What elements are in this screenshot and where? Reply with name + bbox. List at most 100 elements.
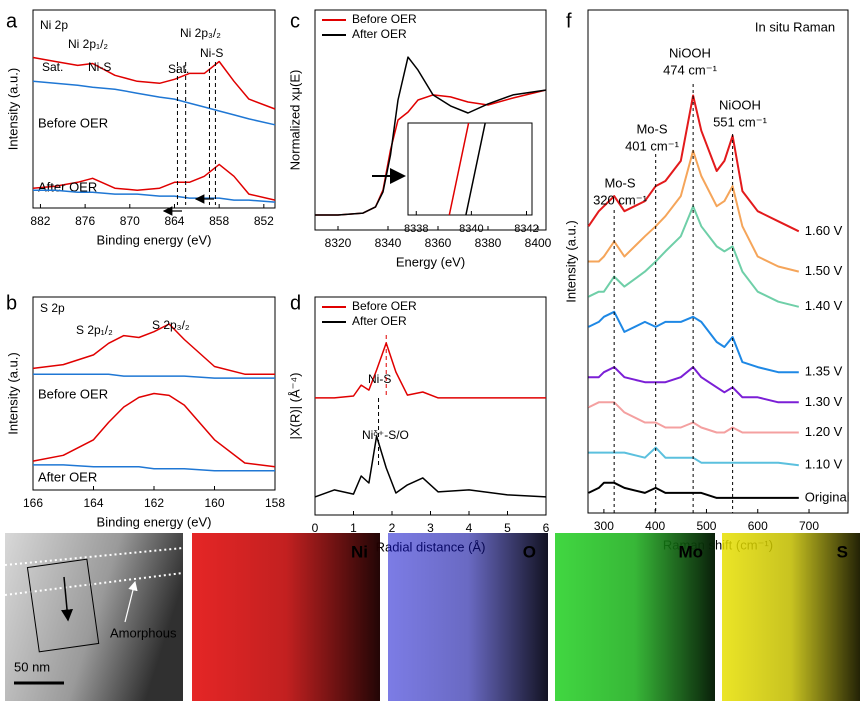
series-label: 1.50 V (805, 263, 843, 278)
x-tick-label: 876 (75, 214, 95, 228)
series-line (588, 310, 799, 374)
eds-map-shade (555, 533, 715, 701)
x-tick-label: 160 (204, 496, 224, 510)
series-line (314, 435, 547, 498)
x-axis-title: Energy (eV) (396, 254, 465, 269)
peak-name: Mo-S (636, 121, 667, 136)
series-line (588, 401, 799, 434)
x-tick-label: 158 (265, 496, 285, 510)
series-label: 1.20 V (805, 424, 843, 439)
x-tick-label: 400 (645, 519, 665, 533)
annotation: Ni 2p (40, 18, 68, 32)
x-tick-label: 8400 (525, 236, 552, 250)
y-axis-title: Normalized xμ(E) (287, 70, 302, 171)
charts: 882 876 870 864 858 852 a Binding energy (eV) In… (4, 9, 860, 701)
plot-frame (587, 9, 849, 514)
pointer (124, 580, 138, 623)
annotation: Amorphous (110, 625, 177, 640)
series-label: 1.10 V (805, 457, 843, 472)
eds-map-shade (722, 533, 860, 701)
series-label: 1.40 V (805, 298, 843, 313)
series-line (588, 481, 799, 499)
stem-image (5, 533, 183, 701)
x-tick-label: 0 (312, 521, 319, 535)
annotation: Ni 2p₃/₂ (180, 26, 221, 40)
series-line (32, 323, 275, 375)
x-tick-label: 164 (83, 496, 103, 510)
series-line (588, 446, 799, 467)
series-line (32, 80, 276, 126)
series-label: Original (805, 489, 850, 504)
x-tick-label: 166 (23, 496, 43, 510)
legend-label: Before OER (352, 299, 417, 313)
y-axis-title: Intensity (a.u.) (5, 352, 20, 434)
legend-label: After OER (352, 27, 407, 41)
x-tick-label: 858 (209, 214, 229, 228)
panel-letter: d (290, 292, 301, 314)
eds-map-shade (192, 533, 380, 701)
annotation: Ni-S (368, 372, 391, 386)
x-tick-label: 870 (120, 214, 140, 228)
annotation: S 2p₁/₂ (76, 323, 113, 337)
annotation: Sat. (42, 60, 63, 74)
peak-label: 401 cm⁻¹ (625, 138, 679, 153)
y-axis-title: Intensity (a.u.) (563, 220, 578, 302)
series-line (315, 56, 546, 216)
panel-letter: f (566, 10, 572, 32)
peak-label: 320 cm⁻¹ (593, 192, 647, 207)
annotation: Ni-S (88, 60, 111, 74)
x-tick-label: 8340 (375, 236, 402, 250)
series-label: Before OER (38, 115, 108, 130)
chart-title: In situ Raman (755, 19, 835, 34)
x-tick-label: 300 (594, 519, 614, 533)
series-line (465, 122, 486, 216)
x-tick-label: 8380 (475, 236, 502, 250)
map-label: S (837, 542, 848, 561)
peak-name: NiOOH (669, 45, 711, 60)
y-axis-title: |X(R)| (Å⁻⁴) (287, 373, 302, 440)
series-line (32, 56, 276, 110)
series-line (588, 205, 800, 308)
annotation: Ni-S (200, 46, 223, 60)
x-axis-title: Binding energy (eV) (97, 232, 212, 247)
peak-name: Mo-S (604, 175, 635, 190)
series-line (588, 366, 799, 404)
series-label: 1.30 V (805, 394, 843, 409)
series-label: Before OER (38, 386, 108, 401)
x-tick-label: 8342 (514, 223, 538, 235)
x-tick-label: 5 (504, 521, 511, 535)
series-line (33, 373, 275, 379)
y-axis-title: Intensity (a.u.) (5, 68, 20, 150)
series-label: After OER (38, 469, 97, 484)
annotation: Niᵟ⁺-S/O (362, 428, 409, 442)
x-tick-label: 864 (164, 214, 184, 228)
series-line (33, 189, 276, 203)
x-tick-label: 600 (748, 519, 768, 533)
peak-name: NiOOH (719, 97, 761, 112)
series-line (315, 342, 546, 399)
x-tick-label: 8360 (425, 236, 452, 250)
x-axis-title: Binding energy (eV) (97, 514, 212, 529)
x-tick-label: 162 (144, 496, 164, 510)
series-label: 1.35 V (805, 364, 843, 379)
legend-label: After OER (352, 314, 407, 328)
series-line (587, 94, 800, 233)
series-line (33, 464, 275, 472)
eds-map-shade (388, 533, 548, 701)
x-tick-label: 4 (466, 521, 473, 535)
scan-box (26, 558, 100, 653)
panel-letter: b (6, 292, 17, 314)
x-tick-label: 852 (254, 214, 274, 228)
annotation: S 2p₃/₂ (152, 318, 190, 332)
x-tick-label: 1 (350, 521, 357, 535)
series-line (448, 122, 470, 216)
x-tick-label: 3 (427, 521, 434, 535)
annotation: S 2p (40, 301, 65, 315)
panel-letter: a (6, 10, 18, 32)
panel-letter: c (290, 10, 300, 32)
peak-label: 551 cm⁻¹ (713, 114, 767, 129)
legend-label: Before OER (352, 12, 417, 26)
map-label: Ni (351, 542, 368, 561)
x-tick-label: 500 (696, 519, 716, 533)
